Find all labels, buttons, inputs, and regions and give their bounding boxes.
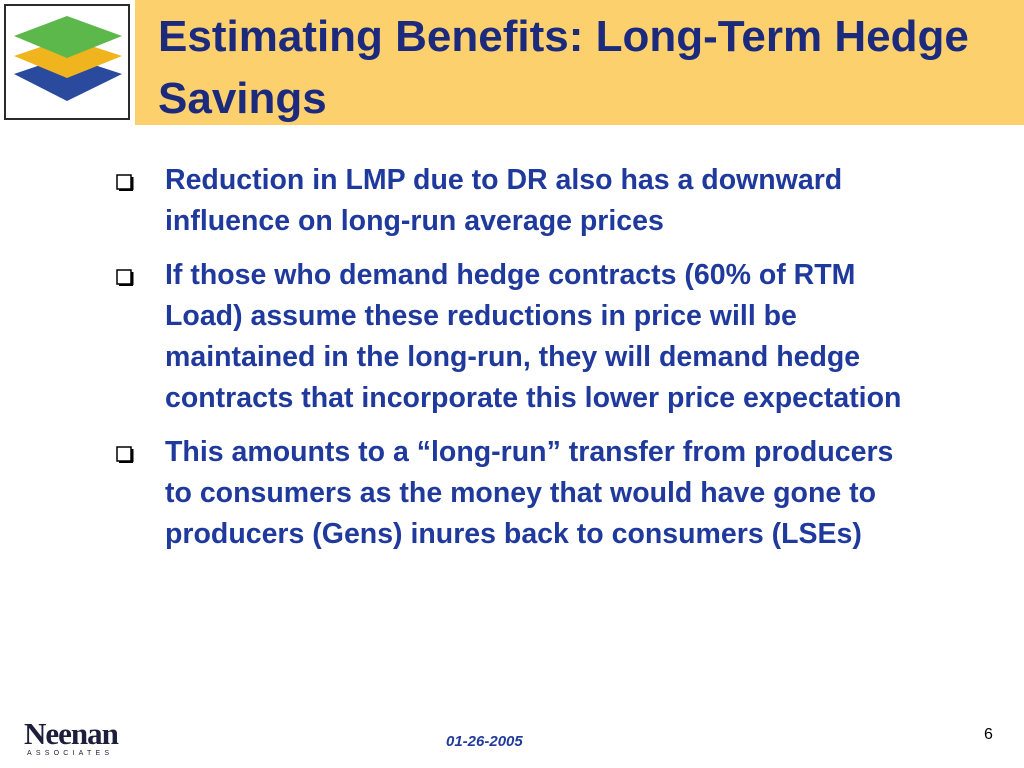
- bullet-box: [116, 174, 134, 191]
- bullet-text: Reduction in LMP due to DR also has a do…: [165, 164, 843, 237]
- bullet-box: [116, 269, 134, 286]
- bullet: If those who demand hedge contracts (60%…: [116, 255, 916, 419]
- page-number: 6: [984, 726, 993, 743]
- brand-subtitle: ASSOCIATES: [27, 750, 114, 757]
- bullet-text: This amounts to a “long-run” transfer fr…: [165, 436, 894, 550]
- header-band: [135, 0, 1024, 125]
- bullet-box: [116, 446, 134, 463]
- bullet: This amounts to a “long-run” transfer fr…: [116, 432, 916, 555]
- logo-layers: [14, 16, 122, 101]
- slide-title: Estimating Benefits: Long-Term Hedge Sav…: [158, 12, 969, 123]
- brand-logo: Neenan: [24, 716, 119, 751]
- bullet-text: If those who demand hedge contracts (60%…: [165, 259, 902, 414]
- bullet-list: Reduction in LMP due to DR also has a do…: [116, 160, 916, 568]
- footer-date: 01-26-2005: [446, 733, 523, 750]
- logo: [4, 4, 130, 120]
- bullet: Reduction in LMP due to DR also has a do…: [116, 160, 916, 242]
